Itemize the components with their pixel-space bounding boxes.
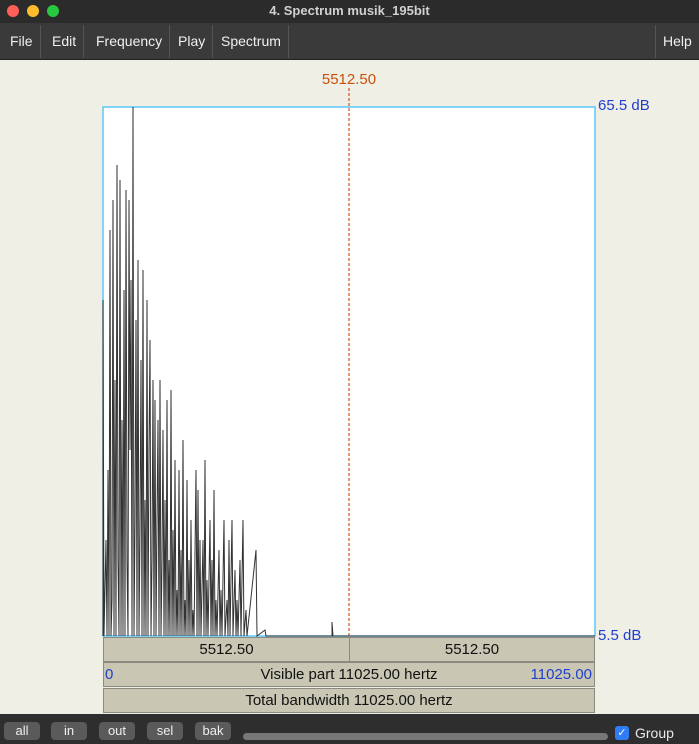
menu-play[interactable]: Play bbox=[171, 25, 214, 58]
left-cell[interactable]: 5512.50 bbox=[103, 637, 350, 662]
total-bandwidth-bar[interactable]: Total bandwidth 11025.00 hertz bbox=[103, 688, 595, 713]
spectrum-trace bbox=[102, 106, 595, 637]
y-axis-bottom-label: 5.5 dB bbox=[598, 627, 641, 644]
spectrum-view: 5512.50 65.5 dB 5.5 dB bbox=[102, 71, 650, 644]
title-bar: 4. Spectrum musik_195bit bbox=[0, 0, 699, 23]
window-title: 4. Spectrum musik_195bit bbox=[269, 3, 430, 18]
visible-part-bar[interactable]: 0 Visible part 11025.00 hertz 11025.00 bbox=[103, 662, 595, 687]
cursor-label: 5512.50 bbox=[322, 71, 376, 88]
visible-start: 0 bbox=[105, 666, 114, 683]
button-in[interactable]: in bbox=[51, 722, 87, 740]
button-all[interactable]: all bbox=[4, 722, 40, 740]
button-bak[interactable]: bak bbox=[195, 722, 231, 740]
menu-file[interactable]: File bbox=[3, 25, 41, 58]
close-button[interactable] bbox=[7, 5, 19, 17]
menu-frequency[interactable]: Frequency bbox=[89, 25, 171, 58]
menu-edit[interactable]: Edit bbox=[45, 25, 85, 58]
menu-spectrum[interactable]: Spectrum bbox=[214, 25, 289, 58]
y-axis-top-label: 65.5 dB bbox=[598, 97, 650, 114]
scrollbar[interactable] bbox=[243, 733, 608, 740]
button-out[interactable]: out bbox=[99, 722, 135, 740]
group-label: Group bbox=[635, 725, 674, 741]
minimize-button[interactable] bbox=[27, 5, 39, 17]
visible-text: Visible part 11025.00 hertz bbox=[260, 666, 438, 683]
button-sel[interactable]: sel bbox=[147, 722, 183, 740]
right-cell[interactable]: 5512.50 bbox=[349, 637, 595, 662]
menu-bar: File Edit Frequency Play Spectrum Help bbox=[0, 23, 699, 60]
zoom-button[interactable] bbox=[47, 5, 59, 17]
group-checkbox[interactable]: ✓ bbox=[615, 726, 629, 740]
plot-area bbox=[102, 106, 596, 637]
menu-help[interactable]: Help bbox=[655, 25, 699, 58]
visible-end: 11025.00 bbox=[530, 666, 592, 683]
